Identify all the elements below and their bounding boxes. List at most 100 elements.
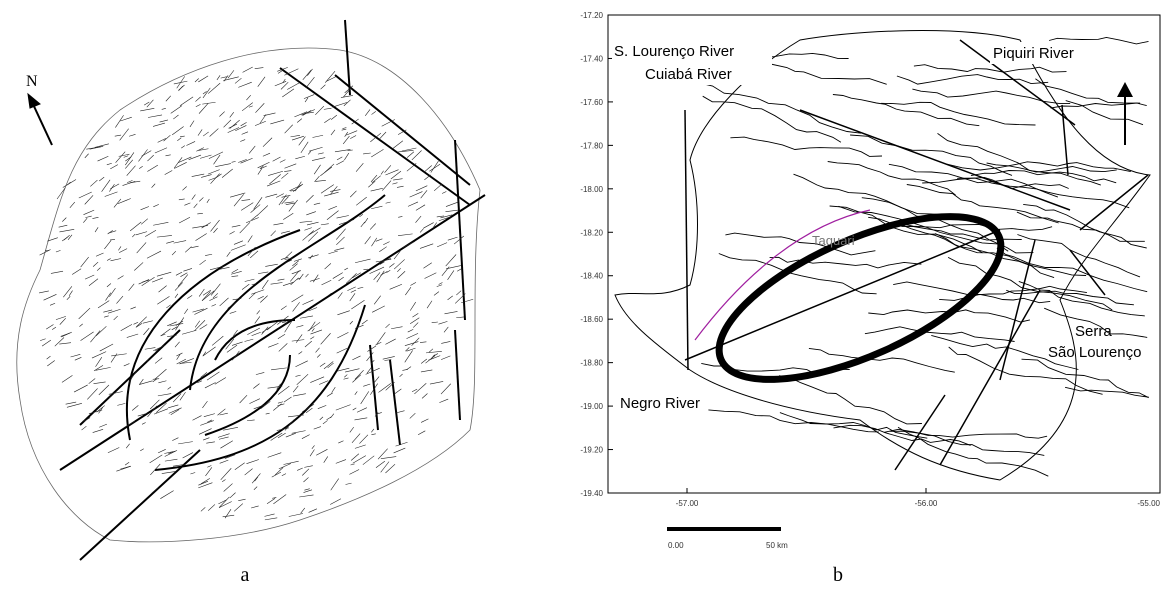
drainage-line [230,311,236,313]
drainage-line [179,217,190,223]
drainage-line [230,112,234,117]
figure: N a -17.20-17.40-17.60-17.80-18.00-18.20… [0,0,1168,589]
drainage-line [79,308,90,319]
drainage-line [219,112,224,117]
place-label: Serra [1075,323,1112,340]
drainage-line [405,342,418,346]
drainage-line [157,296,169,304]
drainage-line [47,360,54,366]
drainage-line [344,375,347,378]
drainage-line [273,157,281,161]
drainage-line [92,217,98,218]
y-tick-label: -17.60 [580,98,603,107]
drainage-line [355,445,366,449]
drainage-line [441,384,451,394]
drainage-line [63,179,76,187]
drainage-line [425,273,437,279]
drainage-line [85,275,94,279]
drainage-line [191,246,198,247]
drainage-line [238,82,251,87]
drainage-line [244,339,253,341]
river-line [987,162,1131,172]
drainage-line [155,358,162,364]
drainage-line [306,212,316,215]
drainage-line [324,118,330,122]
drainage-line [322,280,332,285]
drainage-line [398,271,406,278]
drainage-line [439,399,448,403]
y-tick-label: -19.40 [580,489,603,498]
drainage-line [175,294,178,298]
drainage-line [192,195,196,200]
drainage-line [152,278,163,282]
drainage-line [245,469,253,475]
drainage-line [75,357,82,360]
drainage-line [193,416,202,421]
drainage-line [81,257,89,267]
drainage-line [356,163,363,171]
drainage-line [67,296,70,300]
drainage-line [283,213,293,219]
drainage-line [182,330,196,334]
north-arrow-head [28,94,40,108]
drainage-line [283,461,298,464]
drainage-line [390,284,402,289]
scale-label: 50 km [766,541,788,550]
drainage-line [309,147,322,151]
drainage-line [136,317,146,327]
drainage-line [177,138,181,141]
drainage-line [262,327,271,333]
drainage-line [330,190,340,192]
drainage-line [166,155,171,156]
drainage-line [207,199,209,203]
river-line [719,254,877,294]
drainage-line [130,222,141,231]
drainage-line [249,106,253,107]
drainage-line [230,493,236,498]
drainage-line [180,392,186,400]
drainage-line [382,181,391,191]
drainage-line [211,174,220,184]
drainage-line [126,444,129,448]
scale-label: 0.00 [668,541,684,550]
drainage-line [234,504,243,512]
drainage-line [201,507,205,511]
drainage-line [278,334,285,339]
fault-line [390,360,400,445]
drainage-line [385,339,395,344]
drainage-line [262,280,268,289]
drainage-line [115,115,123,127]
drainage-line [235,125,246,130]
drainage-line [95,227,98,232]
drainage-line [353,408,357,410]
drainage-line [165,459,178,461]
drainage-line [180,97,193,106]
drainage-line [97,268,100,271]
drainage-line [398,234,413,236]
drainage-line [263,153,270,156]
drainage-line [315,106,324,115]
drainage-line [98,156,109,161]
river-network [695,37,1149,476]
drainage-line [410,413,416,418]
drainage-line [205,383,216,388]
drainage-line [299,495,313,497]
drainage-line [284,397,292,402]
drainage-line [56,316,66,319]
drainage-line [130,307,135,309]
drainage-line [294,259,302,262]
drainage-line [413,323,418,328]
drainage-line [275,81,286,86]
drainage-line [118,276,124,280]
drainage-line [195,79,199,82]
drainage-line [408,202,418,206]
drainage-line [442,192,446,194]
y-tick-label: -17.20 [580,11,603,20]
drainage-line [192,225,208,228]
drainage-line [40,250,51,256]
drainage-line [308,151,311,154]
drainage-line [251,205,261,213]
river-line [914,65,1067,73]
drainage-line [327,393,333,397]
drainage-line [232,225,241,227]
